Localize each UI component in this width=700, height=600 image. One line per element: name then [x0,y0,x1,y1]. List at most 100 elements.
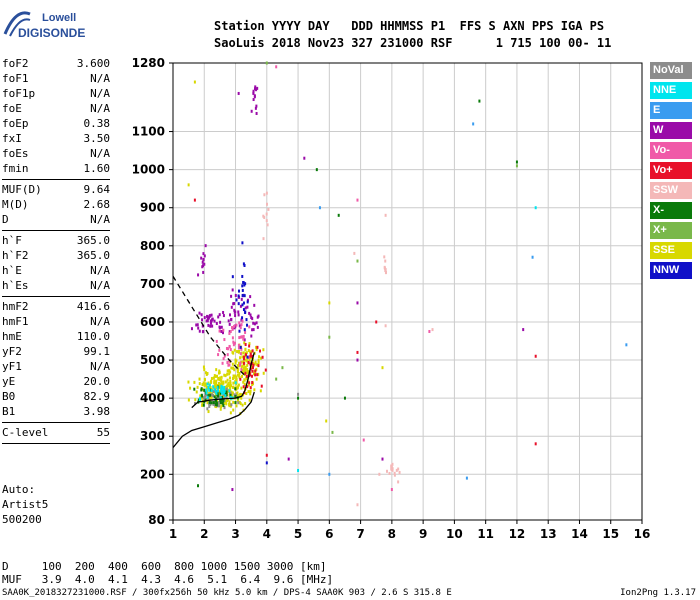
echo-point [251,383,254,387]
echo-point [207,385,210,389]
param-row: h`Es N/A [2,278,110,293]
muf-row: MUF 3.9 4.0 4.1 4.3 4.6 5.1 6.4 9.6 [MHz… [2,573,334,586]
echo-point [239,345,242,349]
echo-point [237,310,240,314]
echo-point [266,223,269,227]
echo-point [205,391,208,395]
echo-point [222,403,225,407]
echo-point [210,401,213,405]
echo-point [257,364,260,368]
y-tick-label: 300 [140,429,165,443]
echo-point [197,484,200,488]
echo-point [381,457,384,461]
echo-point [234,401,237,405]
echo-point [210,393,213,397]
echo-point [248,381,251,385]
echo-point [201,324,204,328]
echo-point [207,381,210,385]
echo-point [202,252,205,256]
echo-point [246,298,249,302]
echo-point [220,379,223,383]
echo-point [217,353,220,357]
param-name: foE [2,102,22,115]
echo-point [223,390,226,394]
echo-point [213,387,216,391]
echo-point [238,321,241,325]
echo-point [223,406,226,410]
auto-version: 500200 [2,513,42,526]
echo-point [233,324,236,328]
echo-point [193,380,196,384]
echo-point [229,379,232,383]
echo-point [215,322,218,326]
echo-point [256,373,259,377]
echo-point [227,389,230,393]
echo-point [238,329,241,333]
param-row: D N/A [2,212,110,227]
echo-point [251,361,254,365]
echo-point [239,304,242,308]
echo-point [206,382,209,386]
echo-point [244,369,247,373]
echo-point [215,368,218,372]
echo-point [230,318,233,322]
echo-point [384,268,387,272]
param-name: hmF1 [2,315,29,328]
echo-point [222,399,225,403]
echo-point [226,372,229,376]
y-tick-label: 400 [140,391,165,405]
echo-point [240,323,243,327]
echo-point [237,401,240,405]
echo-point [232,400,235,404]
echo-point [252,328,255,332]
echo-point [230,366,233,370]
echo-point [234,310,237,314]
echo-point [262,237,265,241]
param-name: fmin [2,162,29,175]
param-value: 9.64 [83,183,111,196]
echo-point [235,323,238,327]
param-row: yE 20.0 [2,374,110,389]
echo-point [241,294,244,298]
echo-point [210,379,213,383]
echo-point [216,391,219,395]
echo-point [328,335,331,339]
echo-point [224,399,227,403]
echo-point [244,343,247,347]
echo-point [235,404,238,408]
echo-point [297,392,300,396]
param-separator [2,179,110,180]
echo-point [215,399,218,403]
echo-point [225,390,228,394]
echo-point [242,262,245,266]
echo-point [241,369,244,373]
echo-point [246,355,249,359]
echo-point [227,363,230,367]
echo-point [247,360,250,364]
echo-point [245,359,248,363]
echo-point [249,354,252,358]
echo-point [242,361,245,365]
echo-point [204,244,207,248]
echo-point [249,386,252,390]
echo-point [253,362,256,366]
echo-point [207,394,210,398]
echo-point [244,306,247,310]
param-name: h`F2 [2,249,29,262]
echo-point [256,363,259,367]
y-tick-label: 500 [140,353,165,367]
echo-point [203,377,206,381]
y-tick-label: 600 [140,315,165,329]
echo-point [356,198,359,202]
echo-point [218,313,221,317]
param-name: h`F [2,234,22,247]
x-tick-label: 4 [263,527,271,541]
echo-point [252,363,255,367]
echo-point [356,350,359,354]
echo-point [331,430,334,434]
echo-point [242,334,245,338]
echo-point [229,395,232,399]
auto-program: Artist5 [2,498,49,511]
echo-point [233,308,236,312]
echo-point [232,381,235,385]
